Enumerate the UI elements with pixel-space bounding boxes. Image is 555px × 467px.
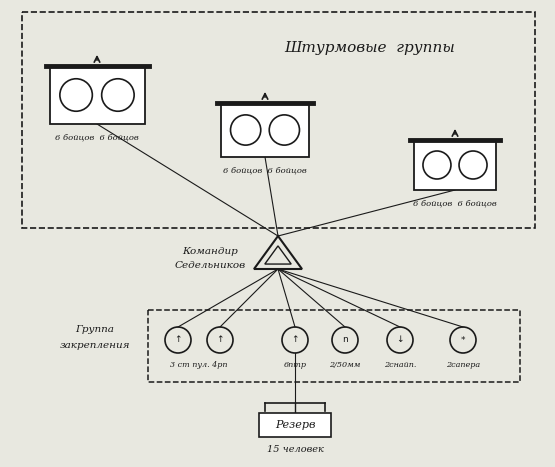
Text: 6 бойцов  6 бойцов: 6 бойцов 6 бойцов [413,200,497,208]
Bar [414,140,496,190]
Text: *: * [461,335,465,345]
Text: 6 бойцов  6 бойцов: 6 бойцов 6 бойцов [55,134,139,142]
Text: ↑: ↑ [291,335,299,345]
Text: Командир: Командир [182,248,238,256]
Bar [49,66,144,124]
Text: Штурмовые  группы: Штурмовые группы [285,41,455,55]
Text: 6птр: 6птр [284,361,306,369]
Text: ↑: ↑ [174,335,181,345]
Bar [221,103,309,157]
Text: 3 ст пул. 4рп: 3 ст пул. 4рп [170,361,228,369]
Text: ↑: ↑ [216,335,224,345]
Bar [148,310,520,382]
Text: 2сапера: 2сапера [446,361,480,369]
Text: Седельников: Седельников [174,262,245,270]
Text: Резерв: Резерв [275,420,315,430]
Text: n: n [342,335,348,345]
Bar [22,12,535,228]
Bar [259,413,331,437]
Text: 15 человек: 15 человек [266,445,324,454]
Text: закрепления: закрепления [60,341,130,351]
Text: Группа: Группа [75,325,114,334]
Text: 2снайп.: 2снайп. [384,361,416,369]
Text: 6 бойцов  6 бойцов: 6 бойцов 6 бойцов [223,167,307,175]
Text: 2/50мм: 2/50мм [329,361,361,369]
Text: ↓: ↓ [396,335,403,345]
